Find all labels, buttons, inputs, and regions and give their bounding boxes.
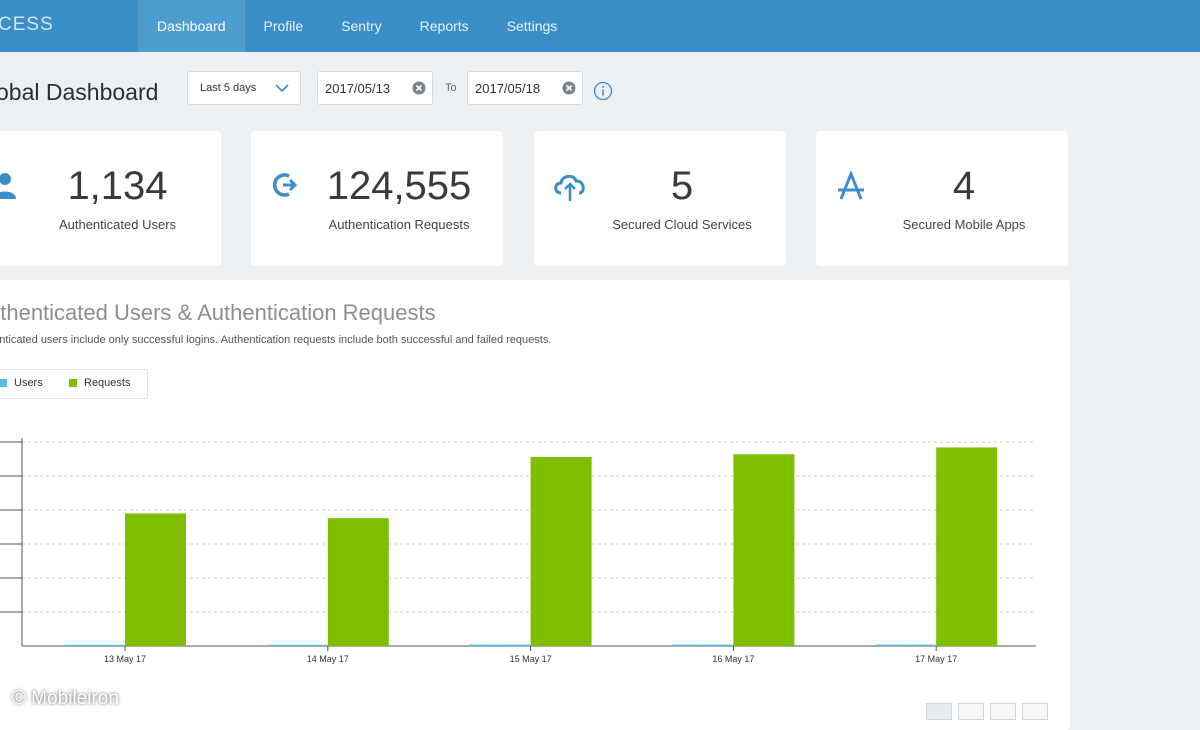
stat-card-users: 1,134 Authenticated Users — [0, 131, 221, 266]
x-tick-label: 15 May 17 — [510, 654, 552, 664]
tab-profile[interactable]: Profile — [263, 18, 304, 34]
bar-requests — [936, 447, 998, 646]
stat-value: 5 — [670, 164, 694, 208]
to-date-field[interactable]: 2017/05/18 — [467, 71, 583, 105]
clear-from-date-icon[interactable] — [412, 81, 426, 98]
bar-requests — [327, 518, 389, 646]
bar-requests — [530, 456, 592, 646]
page-title: obal Dashboard — [0, 79, 159, 105]
legend-label-users: Users — [14, 377, 43, 389]
x-tick-label: 14 May 17 — [307, 654, 349, 664]
legend-swatch-requests — [69, 379, 77, 387]
stat-value: 1,134 — [67, 164, 168, 208]
from-date-field[interactable]: 2017/05/13 — [317, 71, 433, 105]
table-view-icon[interactable] — [1022, 703, 1048, 720]
tab-reports[interactable]: Reports — [419, 18, 469, 34]
date-range-select[interactable]: Last 5 days — [187, 71, 301, 105]
x-tick-label: 17 May 17 — [915, 654, 957, 664]
stat-card-apps: 4 Secured Mobile Apps — [816, 131, 1068, 266]
tab-settings[interactable]: Settings — [506, 18, 558, 34]
line-chart-type-icon[interactable] — [990, 703, 1016, 720]
stat-label: Secured Mobile Apps — [902, 217, 1026, 232]
legend-item-requests[interactable]: Requests — [69, 377, 130, 389]
legend-item-users[interactable]: Users — [0, 377, 43, 389]
stat-value: 4 — [952, 164, 976, 208]
bar-requests — [733, 454, 795, 646]
chart-legend: Users Requests — [0, 369, 148, 399]
bar-users — [266, 644, 328, 646]
stat-label: Secured Cloud Services — [612, 217, 752, 232]
chart-type-switcher — [926, 703, 1054, 720]
login-arrow-icon — [271, 171, 299, 204]
x-tick-label: 16 May 17 — [712, 654, 754, 664]
info-icon[interactable] — [593, 81, 613, 106]
chevron-down-icon — [274, 80, 290, 99]
clear-to-date-icon[interactable] — [562, 81, 576, 98]
stat-value: 124,555 — [326, 164, 472, 208]
stat-label: Authenticated Users — [58, 217, 177, 232]
user-icon — [0, 171, 16, 204]
bar-chart: 13 May 17 14 May 17 15 May 17 16 May 17 17 M… — [0, 438, 1036, 664]
to-label: To — [445, 82, 457, 94]
main-nav: Dashboard Profile Sentry Reports Setting… — [138, 0, 576, 52]
cloud-icon — [552, 171, 588, 208]
legend-label-requests: Requests — [84, 377, 131, 389]
chart-subtitle: henticated users include only successful… — [0, 334, 552, 346]
legend-swatch-users — [0, 379, 7, 387]
chart-title: uthenticated Users & Authentication Requ… — [0, 300, 436, 325]
x-tick-label: 13 May 17 — [104, 654, 146, 664]
area-chart-type-icon[interactable] — [958, 703, 984, 720]
bar-chart-type-icon[interactable] — [926, 703, 952, 720]
stat-label: Authentication Requests — [328, 217, 470, 232]
date-range-select-label: Last 5 days — [200, 82, 257, 94]
watermark: © Mobileiron — [12, 688, 119, 709]
stat-card-requests: 124,555 Authentication Requests — [251, 131, 503, 266]
to-date-value: 2017/05/18 — [475, 81, 541, 96]
from-date-value: 2017/05/13 — [325, 81, 391, 96]
bar-requests — [125, 513, 186, 646]
bar-users — [64, 644, 125, 646]
tab-sentry[interactable]: Sentry — [341, 18, 382, 34]
bar-users — [672, 644, 734, 646]
top-navbar: CESS Dashboard Profile Sentry Reports Se… — [0, 0, 1200, 52]
tab-dashboard[interactable]: Dashboard — [138, 0, 245, 52]
app-store-icon — [836, 169, 866, 206]
brand-logo-text: CESS — [0, 14, 54, 35]
bar-users — [469, 644, 531, 646]
bar-users — [875, 644, 937, 646]
stat-card-cloud: 5 Secured Cloud Services — [534, 131, 786, 266]
